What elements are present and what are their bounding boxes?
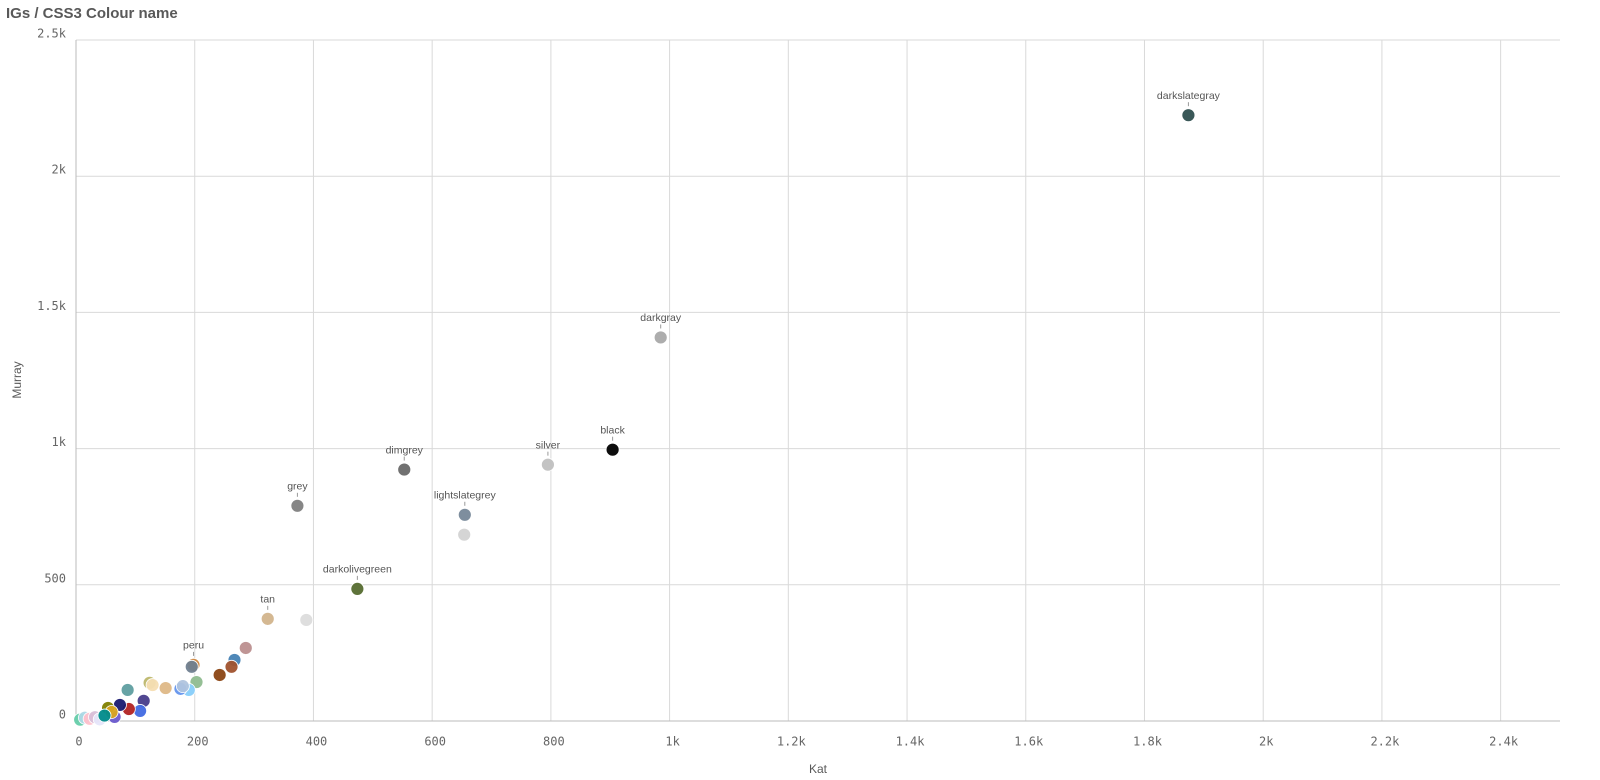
x-tick-label: 0 — [75, 735, 82, 749]
point — [457, 527, 472, 542]
y-tick-label: 1.5k — [37, 299, 67, 313]
point — [97, 708, 112, 723]
x-tick-label: 800 — [543, 735, 565, 749]
point — [238, 641, 253, 655]
point — [397, 462, 412, 477]
point-label: black — [600, 424, 625, 436]
y-tick-label: 500 — [44, 571, 66, 585]
point — [133, 704, 148, 718]
x-tick-label: 1k — [665, 735, 680, 749]
point — [260, 611, 275, 626]
point-label: darkolivegreen — [323, 564, 392, 576]
point — [184, 659, 199, 674]
x-tick-label: 1.4k — [896, 735, 926, 749]
point-label: dimgrey — [386, 444, 424, 456]
point — [175, 679, 190, 694]
point-label: peru — [183, 640, 204, 652]
point — [224, 659, 239, 674]
y-tick-label: 2k — [52, 163, 67, 177]
y-axis-title: Murray — [10, 361, 24, 398]
point — [212, 668, 227, 682]
x-tick-label: 200 — [187, 735, 209, 749]
x-tick-label: 600 — [424, 735, 446, 749]
x-tick-label: 400 — [306, 735, 328, 749]
point — [290, 498, 305, 513]
y-tick-label: 1k — [52, 435, 67, 449]
x-tick-label: 1.8k — [1133, 735, 1163, 749]
chart-title: IGs / CSS3 Colour name — [6, 5, 178, 22]
points: darkslategray darkgray black silver lightsla… — [73, 90, 1221, 727]
x-tick-label: 2k — [1259, 735, 1274, 749]
point — [605, 442, 620, 457]
y-tick-label: 0 — [59, 708, 66, 722]
point — [350, 581, 365, 596]
y-tick-label: 2.5k — [37, 27, 67, 41]
point-label: silver — [536, 439, 561, 451]
x-axis-title: Kat — [809, 762, 828, 776]
point — [158, 681, 173, 695]
x-tick-label: 1.6k — [1014, 735, 1044, 749]
point-label: tan — [260, 594, 275, 606]
x-tick-label: 1.2k — [777, 735, 807, 749]
x-tick-label: 2.4k — [1489, 735, 1519, 749]
point — [457, 507, 472, 522]
grid: 0 500 1k 1.5k 2k 2.5k 0 200 400 600 800 1k 1.2k 1.4k 1… — [37, 27, 1560, 749]
point — [541, 457, 555, 472]
point — [299, 613, 314, 627]
x-tick-label: 2.2k — [1370, 735, 1400, 749]
point-label: grey — [287, 481, 308, 493]
point — [120, 683, 135, 697]
point-label: lightslategrey — [434, 490, 497, 502]
point-label: darkslategray — [1157, 90, 1221, 102]
point — [653, 330, 668, 345]
point — [1181, 108, 1196, 123]
point-label: darkgray — [640, 312, 682, 324]
point — [145, 678, 160, 692]
